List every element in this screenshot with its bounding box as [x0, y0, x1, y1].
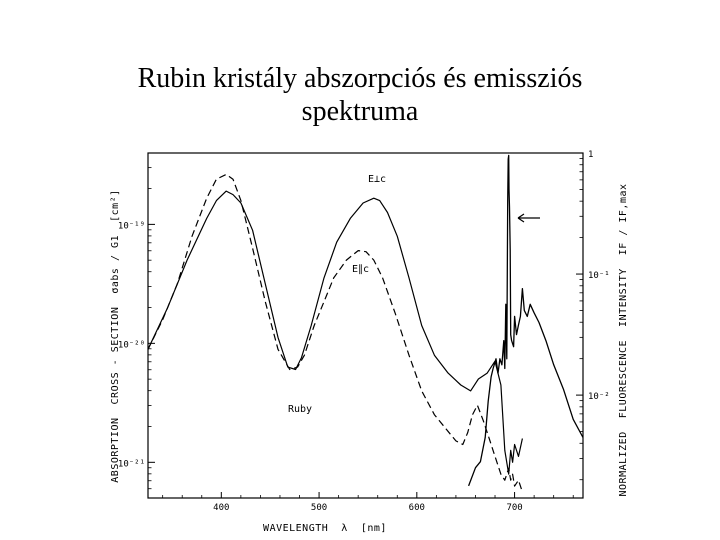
x-tick-label: 600 — [409, 503, 425, 513]
x-tick-label: 500 — [311, 503, 327, 513]
plot-frame — [147, 152, 584, 499]
x-axis-label: WAVELENGTH λ [nm] — [263, 523, 387, 534]
y-axis-right-label: NORMALIZED FLUORESCENCE INTENSITY IF / I… — [618, 184, 629, 497]
annotation-ruby: Ruby — [288, 404, 312, 415]
x-tick-label: 700 — [506, 503, 522, 513]
slide-title-line-2: spektruma — [301, 96, 419, 127]
y-left-tick-label: 10⁻²¹ — [118, 459, 145, 469]
x-tick-label: 400 — [213, 503, 229, 513]
annotation-e-par-c: E∥c — [352, 264, 369, 275]
y-right-tick-label: 10⁻² — [588, 392, 610, 402]
y-left-tick-label: 10⁻¹⁹ — [118, 221, 145, 231]
y-left-tick-label: 10⁻²⁰ — [118, 340, 145, 350]
series-line-2 — [147, 173, 523, 493]
annotation-e-perp-c: E⊥c — [368, 174, 386, 185]
arrow-marker — [517, 213, 540, 223]
y-right-tick-label: 1 — [588, 150, 593, 160]
series-line-3 — [467, 154, 584, 487]
y-right-tick-label: 10⁻¹ — [588, 271, 610, 281]
y-axis-left-label: ABSORPTION CROSS - SECTION σabs / G1 [cm… — [110, 189, 121, 482]
tick-layer: 400 500 600 700 10⁻¹⁹ 10⁻²⁰ 10⁻²¹ 1 10⁻¹ 10⁻² — [118, 150, 610, 513]
slide-title-line-1: Rubin kristály abszorpciós és emissziós — [137, 63, 583, 94]
series-layer — [147, 154, 584, 493]
series-line-1 — [147, 190, 523, 475]
slide-title: Rubin kristály abszorpciós és emissziós … — [0, 62, 720, 128]
